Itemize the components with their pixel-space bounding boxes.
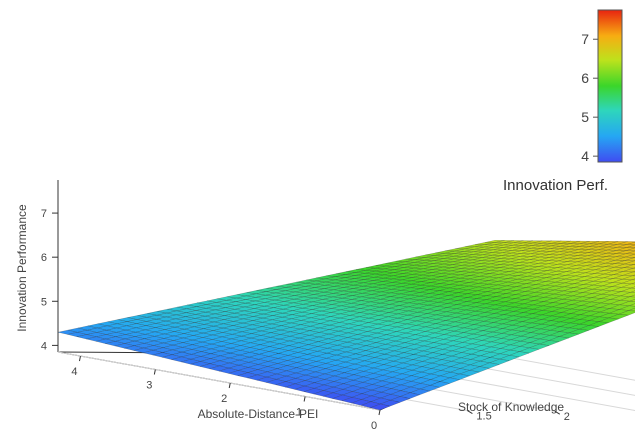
- y-axis-ticks: 1.522.533.5: [467, 410, 570, 423]
- y-tick-label: 2: [564, 411, 570, 423]
- surface-cell: [488, 358, 511, 365]
- surface-cell: [632, 274, 635, 277]
- floor-grid-line: [494, 354, 635, 381]
- surface-cell: [399, 392, 421, 399]
- surface-cell: [559, 332, 579, 339]
- colorbar-tick-label: 7: [581, 31, 589, 47]
- surface-cell: [468, 366, 491, 373]
- surface-cell: [389, 396, 411, 403]
- x-tick-label: 1: [296, 407, 302, 419]
- z-tick-label: 6: [41, 252, 47, 264]
- x-tick-label: 4: [71, 366, 77, 378]
- x-tick-label: 0: [371, 420, 377, 431]
- surface-cell: [528, 343, 550, 350]
- surface-cell: [620, 296, 635, 302]
- surface-cell: [569, 328, 589, 335]
- surface-cell: [626, 244, 635, 248]
- surface-cell: [629, 303, 635, 307]
- surface-cell: [622, 279, 635, 285]
- surface-cell: [628, 307, 635, 312]
- colorbar: 4 5 6 7: [581, 9, 623, 164]
- z-axis-title: Innovation Performance: [15, 204, 29, 332]
- z-tick-label: 5: [41, 296, 47, 308]
- y-tick-label: 1.5: [476, 411, 491, 423]
- surface-cell: [621, 287, 635, 293]
- surface-cell: [631, 286, 635, 289]
- x-tick-mark: [303, 396, 306, 402]
- colorbar-tick-label: 4: [581, 148, 589, 164]
- x-axis-ticks: 0 1 2 3 4: [71, 355, 381, 431]
- x-tick-mark: [228, 382, 231, 389]
- surface-cell: [624, 257, 635, 262]
- surface-cell: [619, 300, 635, 307]
- colorbar-ticks: 4 5 6 7: [581, 31, 598, 164]
- surface-cell: [369, 403, 391, 411]
- surface-cell: [616, 250, 635, 255]
- surface-cell: [631, 278, 635, 281]
- y-tick-mark: [467, 410, 473, 415]
- z-tick-label: 7: [41, 208, 47, 220]
- x-tick-label: 3: [146, 380, 152, 392]
- z-axis-ticks: 4 5 6 7: [41, 208, 58, 352]
- z-tick-label: 4: [41, 340, 47, 352]
- x-tick-mark: [153, 369, 156, 375]
- surface-cell: [538, 340, 560, 346]
- colorbar-gradient: [597, 9, 623, 163]
- surface-mesh: [57, 240, 635, 411]
- y-tick-mark: [554, 410, 561, 415]
- y-axis-title: Stock of Knowledge: [458, 400, 564, 414]
- x-tick-mark: [78, 355, 81, 362]
- surface-cell: [624, 260, 635, 265]
- surface-cell: [629, 299, 635, 302]
- surface-cell: [623, 267, 635, 273]
- colorbar-tick-label: 6: [581, 70, 589, 86]
- surface-cell: [458, 370, 481, 377]
- surface-cell: [632, 271, 635, 273]
- x-axis-title: Absolute-Distance-PEI: [198, 407, 319, 421]
- surface-label: Innovation Perf.: [503, 177, 608, 194]
- surface-cell: [598, 317, 619, 324]
- surface-cell: [630, 290, 635, 293]
- surface-cell: [630, 294, 635, 298]
- surface-cell: [631, 282, 635, 285]
- surface-cell: [619, 305, 635, 311]
- surface-cell: [618, 310, 635, 316]
- x-tick-mark: [378, 409, 381, 416]
- colorbar-tick-label: 5: [581, 109, 589, 125]
- floor-grid-line: [57, 351, 381, 411]
- surface-cell: [548, 336, 570, 343]
- x-tick-label: 2: [221, 393, 227, 405]
- surface-cell: [625, 250, 635, 255]
